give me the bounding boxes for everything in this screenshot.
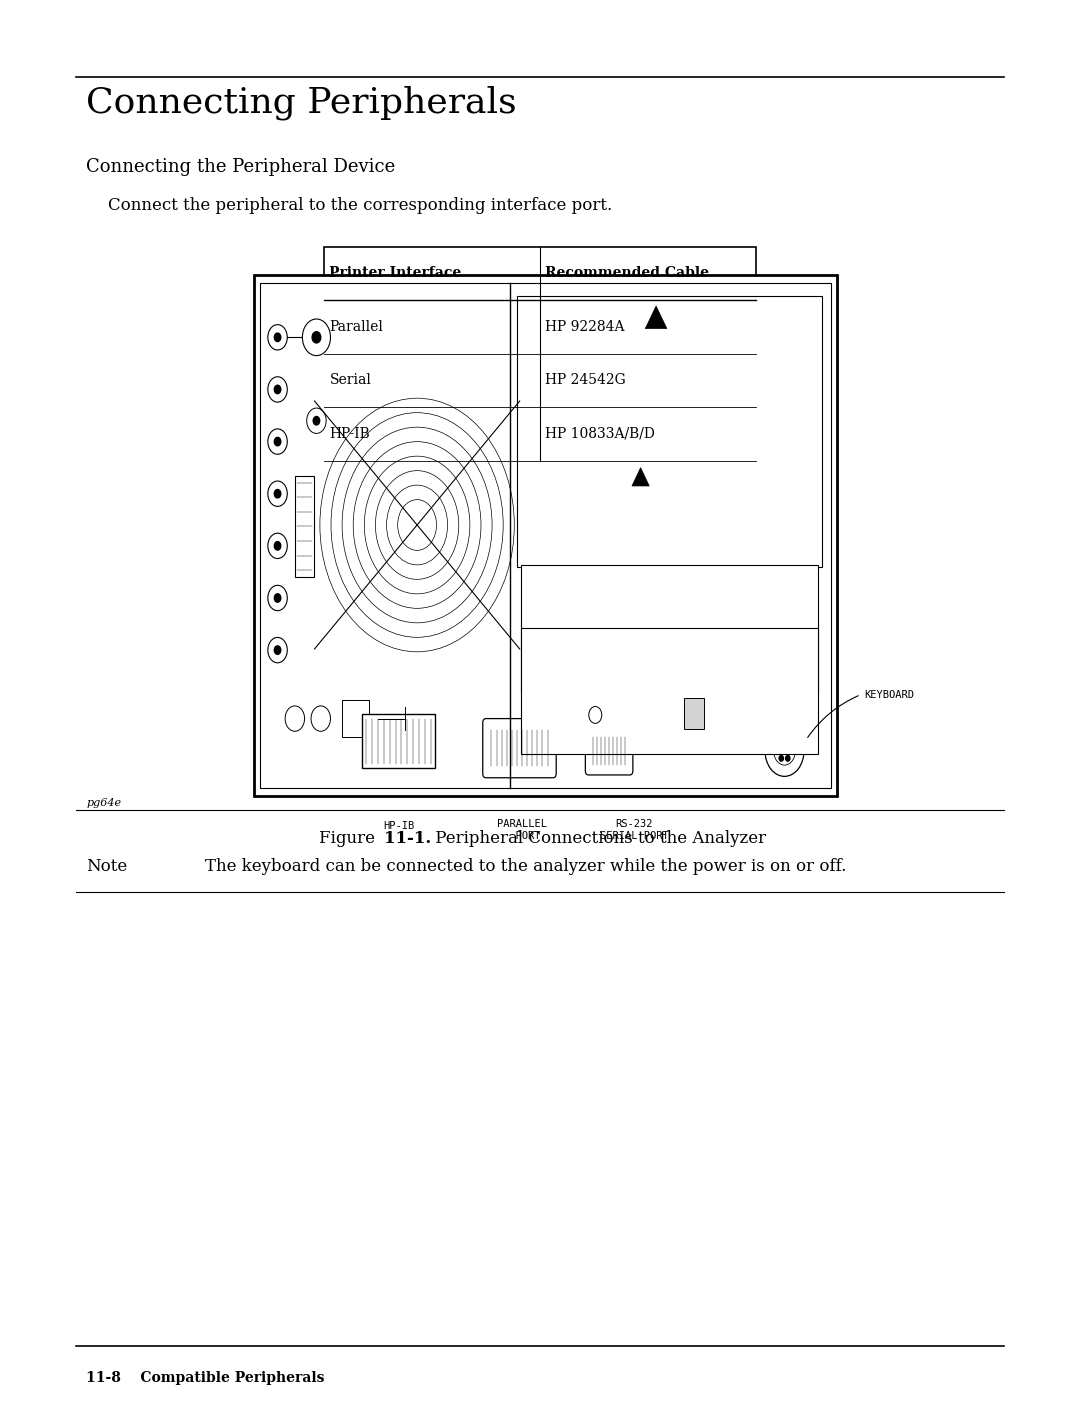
Circle shape: [274, 645, 281, 654]
Bar: [517, 296, 822, 566]
Bar: [595, 672, 631, 681]
Text: HP 24542G: HP 24542G: [545, 373, 626, 387]
Bar: [522, 627, 818, 754]
Circle shape: [274, 541, 281, 550]
FancyBboxPatch shape: [483, 719, 556, 778]
Circle shape: [312, 331, 321, 342]
Circle shape: [274, 385, 281, 393]
Circle shape: [274, 489, 281, 497]
Text: HP 92284A: HP 92284A: [545, 320, 625, 334]
Text: Printer Interface: Printer Interface: [329, 266, 461, 280]
Polygon shape: [645, 306, 666, 328]
Text: Note: Note: [86, 858, 127, 875]
Text: KEYBOARD: KEYBOARD: [864, 689, 914, 700]
Text: 11-1.: 11-1.: [384, 830, 432, 847]
Bar: [362, 714, 435, 768]
Circle shape: [274, 437, 281, 445]
Circle shape: [313, 417, 320, 426]
Circle shape: [274, 333, 281, 341]
Bar: [522, 565, 818, 692]
Circle shape: [779, 755, 783, 761]
Text: HP-IB: HP-IB: [383, 821, 414, 831]
Text: Connect the peripheral to the corresponding interface port.: Connect the peripheral to the correspond…: [108, 197, 612, 214]
Text: pg64e: pg64e: [86, 797, 122, 809]
Text: Peripheral Connections to the Analyzer: Peripheral Connections to the Analyzer: [430, 830, 766, 847]
Text: PARALLEL
  PORT: PARALLEL PORT: [497, 819, 546, 841]
Bar: [254, 275, 837, 796]
Text: RS-232
SERIAL PORT: RS-232 SERIAL PORT: [599, 819, 669, 841]
Text: HP 10833A/B/D: HP 10833A/B/D: [545, 427, 656, 441]
Bar: [295, 476, 314, 578]
Text: Recommended Cable: Recommended Cable: [545, 266, 710, 280]
Text: Figure: Figure: [319, 830, 380, 847]
Text: The keyboard can be connected to the analyzer while the power is on or off.: The keyboard can be connected to the ana…: [205, 858, 847, 875]
Circle shape: [775, 748, 780, 754]
Circle shape: [785, 741, 789, 747]
Circle shape: [785, 755, 789, 761]
Text: Connecting the Peripheral Device: Connecting the Peripheral Device: [86, 158, 395, 176]
Bar: [342, 700, 369, 737]
Polygon shape: [632, 468, 649, 486]
Circle shape: [274, 593, 281, 602]
Text: 11-8    Compatible Peripherals: 11-8 Compatible Peripherals: [86, 1371, 325, 1385]
Circle shape: [779, 741, 783, 747]
Text: Parallel: Parallel: [329, 320, 383, 334]
FancyBboxPatch shape: [585, 727, 633, 775]
Text: Serial: Serial: [329, 373, 372, 387]
Bar: [260, 283, 831, 788]
Bar: [685, 697, 704, 728]
Circle shape: [788, 748, 793, 754]
Bar: [324, 247, 756, 461]
Text: Connecting Peripherals: Connecting Peripherals: [86, 86, 517, 120]
Text: HP-IB: HP-IB: [329, 427, 370, 441]
